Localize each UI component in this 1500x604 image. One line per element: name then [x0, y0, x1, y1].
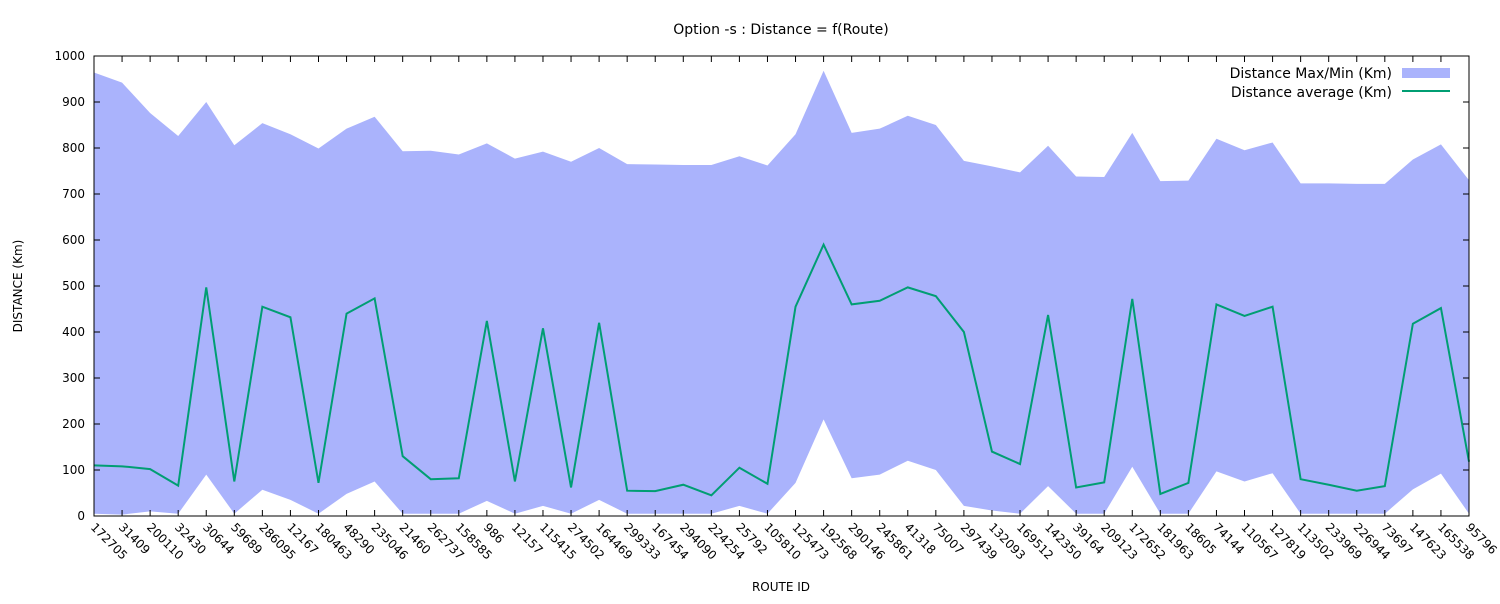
chart-title: Option -s : Distance = f(Route)	[673, 22, 888, 38]
y-tick-label: 1000	[54, 49, 85, 63]
y-tick-label: 700	[62, 187, 85, 201]
y-tick-label: 600	[62, 233, 85, 247]
range-area	[94, 70, 1469, 515]
y-tick-label: 100	[62, 463, 85, 477]
y-tick-label: 500	[62, 279, 85, 293]
legend-label: Distance Max/Min (Km)	[1230, 66, 1392, 82]
y-tick-label: 0	[77, 509, 85, 523]
average-line	[93, 242, 1470, 497]
legend-label: Distance average (Km)	[1231, 85, 1392, 101]
y-tick-label: 800	[62, 141, 85, 155]
x-axis-label: ROUTE ID	[752, 580, 810, 594]
y-tick-label: 400	[62, 325, 85, 339]
y-axis-label: DISTANCE (Km)	[11, 240, 25, 333]
y-tick-label: 900	[62, 95, 85, 109]
y-tick-label: 200	[62, 417, 85, 431]
y-tick-label: 300	[62, 371, 85, 385]
legend-swatch	[1402, 68, 1450, 78]
